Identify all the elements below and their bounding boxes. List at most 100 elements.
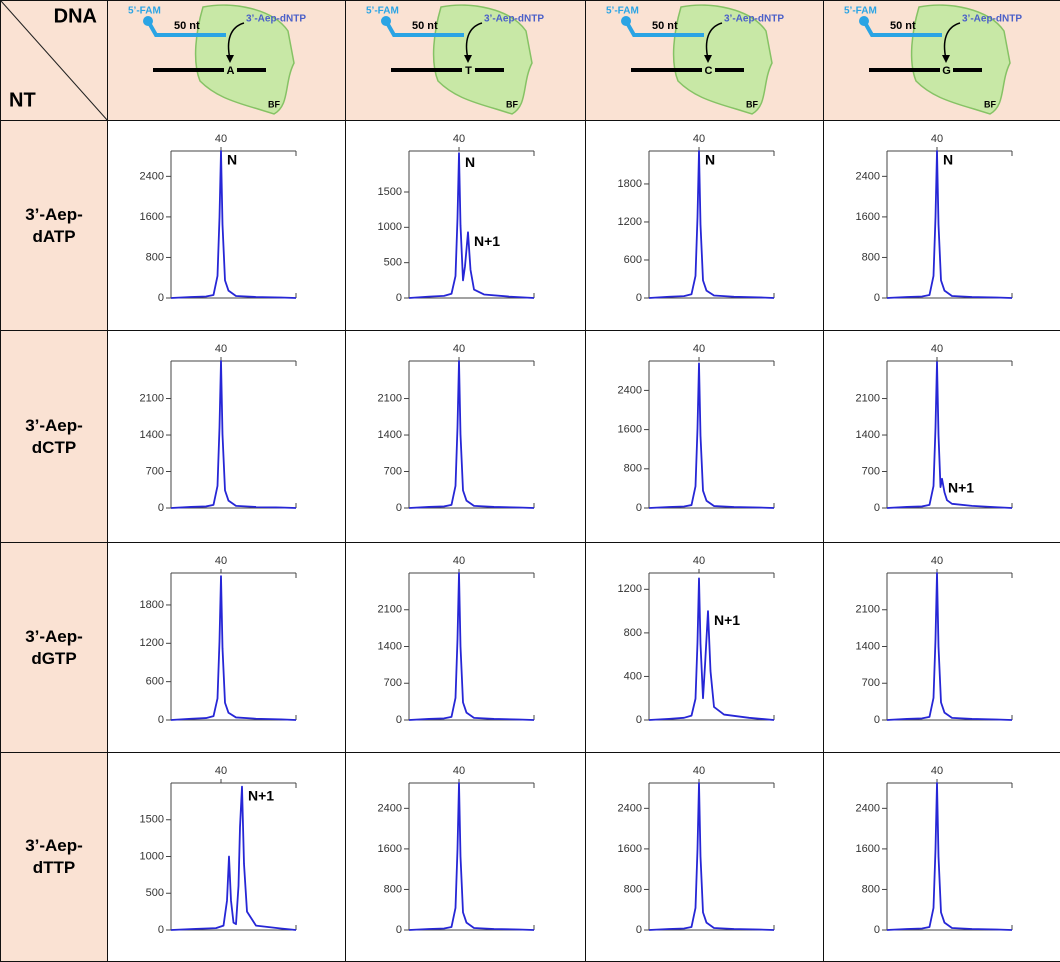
header-cell: 5’-FAM 50 nt 3’-Aep-dNTP C BF [585, 0, 824, 121]
y-tick-label: 1000 [378, 221, 402, 233]
y-tick-label: 0 [636, 502, 642, 514]
base-bg [940, 64, 953, 76]
peak-label: N [465, 154, 475, 170]
length-label: 50 nt [652, 20, 678, 32]
y-tick-label: 500 [146, 887, 164, 899]
dna-diagram: 5’-FAM 50 nt 3’-Aep-dNTP C BF [606, 4, 784, 115]
enzyme-label: BF [984, 99, 996, 109]
y-tick-label: 1500 [140, 814, 164, 826]
y-tick-label: 1800 [140, 599, 164, 611]
arrow-head [704, 55, 712, 63]
chart: 0 700 1400 2100 40 N+1 [856, 343, 1013, 514]
corner: DNA NT [0, 0, 109, 122]
header-cell: 5’-FAM 50 nt 3’-Aep-dNTP T BF [345, 0, 586, 121]
trace [648, 577, 775, 721]
nucleotide-label: 3’-Aep-dNTP [962, 14, 1022, 25]
fam-dot [859, 16, 869, 26]
y-tick-label: 1400 [378, 640, 402, 652]
x-tick-label: 40 [693, 133, 705, 145]
x-tick-label: 40 [453, 765, 465, 777]
y-tick-label: 1400 [378, 429, 402, 441]
chart-cell: 0 800 1600 2400 40 [585, 330, 824, 543]
chart: 0 800 1600 2400 40N [140, 133, 297, 304]
row-header: 3’-Aep-dTTP [0, 752, 108, 962]
y-tick-label: 0 [636, 714, 642, 726]
chart-cell: 0 600 1200 1800 40 N [585, 120, 824, 331]
chart: 0 800 1600 2400 40N [856, 133, 1013, 304]
y-tick-label: 0 [158, 502, 164, 514]
row-header: 3’-Aep-dGTP [0, 542, 108, 753]
row-label: 3’-Aep-dATP [25, 204, 83, 246]
y-tick-label: 1500 [378, 186, 402, 198]
arrow-head [226, 55, 234, 63]
x-tick-label: 40 [215, 555, 227, 567]
y-tick-label: 800 [624, 883, 642, 895]
y-tick-label: 700 [862, 677, 880, 689]
y-tick-label: 0 [396, 502, 402, 514]
base-bg [462, 64, 475, 76]
y-tick-label: 700 [146, 465, 164, 477]
peak-label: N+1 [474, 233, 500, 249]
trace [170, 785, 297, 931]
header-cell: 5’-FAM 50 nt 3’-Aep-dNTP A BF [107, 0, 346, 121]
y-tick-label: 800 [624, 627, 642, 639]
y-tick-label: 1400 [856, 429, 880, 441]
base-bg [224, 64, 237, 76]
y-tick-label: 1600 [378, 843, 402, 855]
y-tick-label: 500 [384, 257, 402, 269]
base-label: G [942, 65, 951, 77]
x-tick-label: 40 [931, 343, 943, 355]
nucleotide-label: 3’-Aep-dNTP [724, 14, 784, 25]
primer-strand [624, 20, 704, 37]
trace [886, 361, 1013, 509]
y-tick-label: 0 [158, 714, 164, 726]
nucleotide-label: 3’-Aep-dNTP [484, 14, 544, 25]
chart-cell: 0 700 1400 2100 40 [823, 542, 1060, 753]
chart-cell: 0 800 1600 2400 40 [585, 752, 824, 962]
y-tick-label: 1200 [618, 583, 642, 595]
chart-cell: 0 800 1600 2400 40 [823, 752, 1060, 962]
base-bg [702, 64, 715, 76]
y-tick-label: 0 [874, 714, 880, 726]
trace [886, 150, 1013, 299]
trace [170, 150, 297, 299]
x-tick-label: 40 [693, 343, 705, 355]
y-tick-label: 0 [874, 924, 880, 936]
y-tick-label: 0 [158, 924, 164, 936]
y-tick-label: 1400 [856, 640, 880, 652]
chart: 0 800 1600 2400 40 [618, 343, 775, 514]
chart: 0 600 1200 1800 40N [618, 133, 775, 304]
enzyme-label: BF [506, 99, 518, 109]
nucleotide-label: 3’-Aep-dNTP [246, 14, 306, 25]
length-label: 50 nt [412, 20, 438, 32]
trace [408, 782, 535, 931]
y-tick-label: 2100 [140, 392, 164, 404]
chart: 0 700 1400 2100 40 [378, 555, 535, 726]
length-label: 50 nt [890, 20, 916, 32]
corner-top: DNA [54, 5, 97, 27]
y-tick-label: 700 [862, 465, 880, 477]
polymerase [910, 4, 1011, 115]
chart: 0 400 800 1200 40 N+1 [618, 555, 775, 726]
chart-cell: 0 700 1400 2100 40 [345, 330, 586, 543]
y-tick-label: 800 [384, 883, 402, 895]
arrow [227, 22, 245, 60]
y-tick-label: 1600 [618, 424, 642, 436]
chart-cell: 0 700 1400 2100 40 [107, 330, 346, 543]
chart: 0 700 1400 2100 40 [856, 555, 1013, 726]
chart-cell: 0 800 1600 2400 40 N [823, 120, 1060, 331]
base-label: C [705, 65, 713, 77]
length-label: 50 nt [174, 20, 200, 32]
primer-strand [384, 20, 464, 37]
x-tick-label: 40 [215, 343, 227, 355]
trace [408, 572, 535, 721]
base-label: T [465, 65, 472, 77]
row-header: 3’-Aep-dCTP [0, 330, 108, 543]
x-tick-label: 40 [931, 765, 943, 777]
y-tick-label: 700 [384, 465, 402, 477]
chart: 0 800 1600 2400 40 [856, 765, 1013, 936]
y-tick-label: 600 [624, 254, 642, 266]
y-tick-label: 2400 [140, 170, 164, 182]
y-tick-label: 2100 [378, 604, 402, 616]
chart-cell: 0 500 1000 1500 40 N+1 [107, 752, 346, 962]
